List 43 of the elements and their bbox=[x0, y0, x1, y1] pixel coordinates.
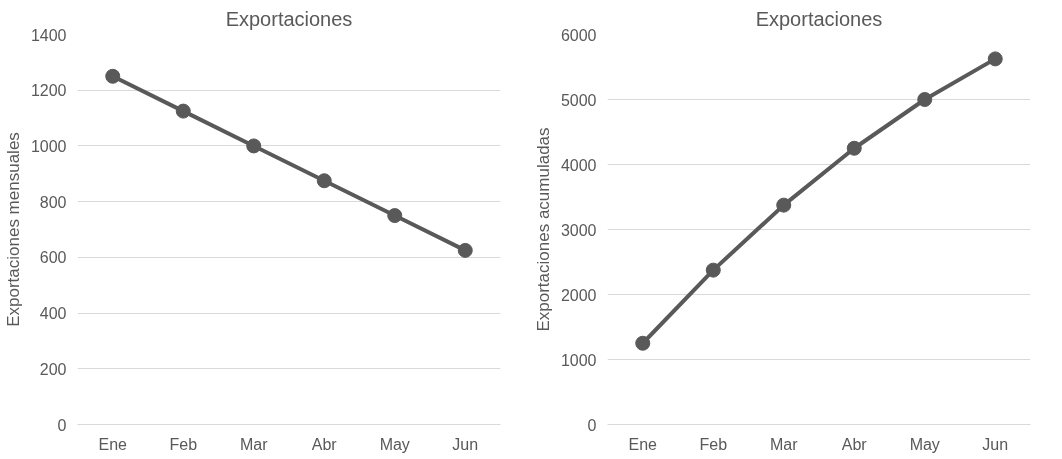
x-tick-label: Feb bbox=[699, 435, 728, 453]
x-tick-label: May bbox=[909, 435, 940, 453]
point bbox=[457, 242, 473, 258]
y-tick-label: 800 bbox=[39, 193, 67, 211]
point bbox=[987, 51, 1003, 67]
x-tick-label: Mar bbox=[239, 435, 269, 453]
y-tick-label: 4000 bbox=[560, 156, 597, 174]
x-tick-label: Jun bbox=[452, 435, 479, 453]
y-tick-label: 2000 bbox=[560, 286, 597, 304]
y-tick-label: 200 bbox=[39, 360, 67, 378]
y-tick-label: 1400 bbox=[30, 26, 67, 44]
y-axis-title: Exportaciones mensuales bbox=[3, 132, 23, 327]
point bbox=[316, 173, 332, 189]
point bbox=[105, 68, 121, 84]
y-tick-label: 1000 bbox=[560, 351, 597, 369]
x-tick-label: Feb bbox=[169, 435, 198, 453]
y-tick-label: 600 bbox=[39, 249, 67, 267]
point bbox=[175, 103, 191, 119]
y-tick-label: 0 bbox=[587, 416, 597, 434]
y-tick-label: 1000 bbox=[30, 137, 67, 155]
y-axis-title: Exportaciones acumuladas bbox=[533, 127, 553, 332]
point bbox=[776, 197, 792, 213]
point bbox=[387, 208, 403, 224]
chart-title: Exportaciones bbox=[755, 7, 883, 30]
chart-title: Exportaciones bbox=[225, 7, 353, 30]
point bbox=[917, 92, 933, 107]
y-tick-label: 1200 bbox=[30, 82, 67, 100]
point bbox=[635, 335, 651, 351]
y-tick-label: 0 bbox=[57, 416, 67, 434]
x-tick-label: Ene bbox=[628, 435, 658, 453]
point bbox=[846, 140, 862, 156]
y-tick-label: 3000 bbox=[560, 221, 597, 239]
x-tick-label: Abr bbox=[841, 435, 868, 453]
x-tick-label: Ene bbox=[98, 435, 128, 453]
x-tick-label: Mar bbox=[769, 435, 799, 453]
point bbox=[705, 262, 721, 278]
x-tick-label: Abr bbox=[311, 435, 338, 453]
y-tick-label: 6000 bbox=[560, 26, 597, 44]
y-tick-label: 400 bbox=[39, 305, 67, 323]
y-tick-label: 5000 bbox=[560, 91, 597, 109]
x-tick-label: May bbox=[379, 435, 410, 453]
x-tick-label: Jun bbox=[982, 435, 1009, 453]
point bbox=[246, 138, 262, 154]
